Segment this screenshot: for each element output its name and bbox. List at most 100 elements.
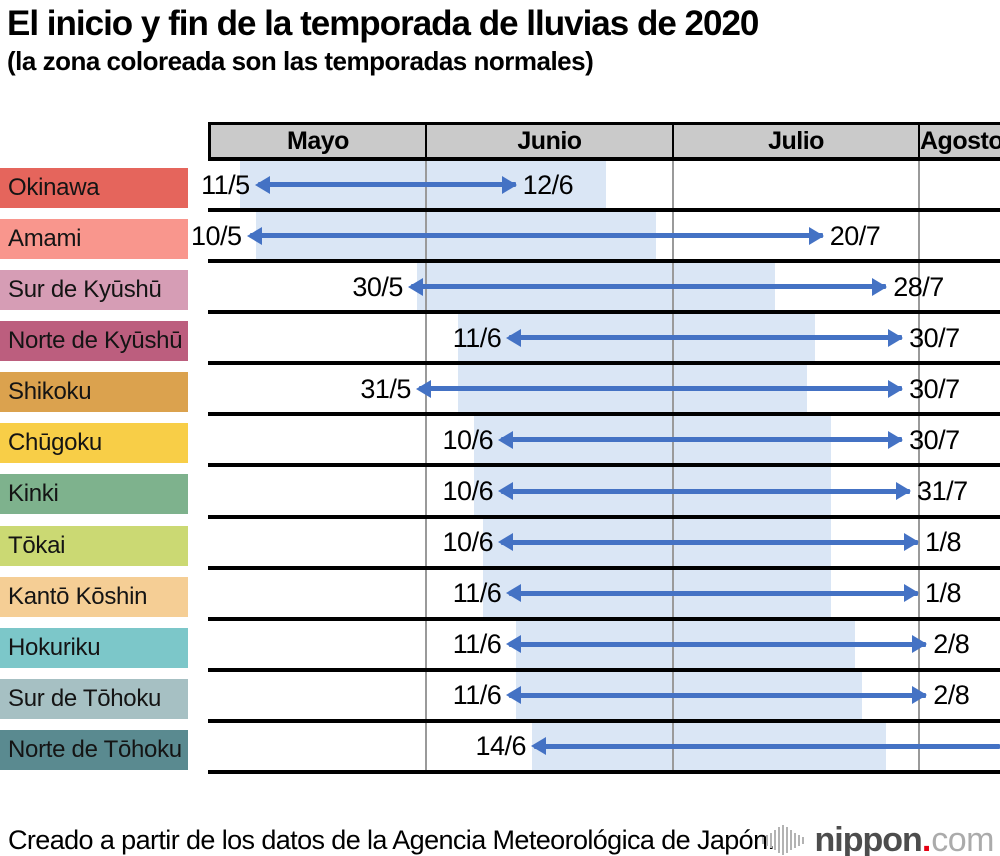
chart-subtitle: (la zona coloreada son las temporadas no… [7,46,594,76]
region-label-chip: Sur de Kyūshū [0,270,188,311]
region-label-chip: Norte de Tōhoku [0,729,188,770]
region-label-chip: Kantō Kōshin [0,576,188,617]
end-date-label: 28/7 [893,271,944,302]
arrowhead-right-icon [501,175,517,194]
soundwave-bar [797,834,800,846]
region-label-chip: Shikoku [0,372,188,413]
arrowhead-left-icon [506,635,522,654]
start-date-label: 11/6 [452,680,502,711]
row-separator [208,514,1000,519]
arrowhead-left-icon [531,737,547,756]
month-label-junio: Junio [425,125,672,157]
end-date-label: 2/8 [933,629,970,660]
soundwave-bar [773,830,776,850]
region-label-chip: Hokuriku [0,627,188,668]
nippon-logo: nippon . com [761,818,994,856]
row-separator [208,565,1000,570]
row-separator [208,412,1000,417]
season-arrow-line [509,335,903,341]
season-arrow-line [509,692,927,698]
chart-title: El inicio y fin de la temporada de lluvi… [7,4,759,43]
soundwave-icon [761,825,806,855]
end-date-label: 30/7 [909,373,960,404]
row-separator [208,616,1000,621]
end-date-label: 1/8 [925,578,962,609]
soundwave-bar [781,825,784,855]
arrowhead-left-icon [506,686,522,705]
row-separator [208,208,1000,213]
region-label-chip: Norte de Kyūshū [0,321,188,362]
end-date-label: 12/6 [522,169,574,200]
arrowhead-right-icon [896,482,912,501]
soundwave-bar [789,830,792,850]
arrowhead-left-icon [506,584,522,603]
end-date-label: 1/8 [925,527,962,558]
start-date-label: 11/6 [452,629,502,660]
end-date-label: 31/7 [917,476,968,507]
arrowhead-right-icon [904,533,919,552]
arrowhead-left-icon [254,175,270,194]
arrowhead-left-icon [246,226,262,245]
arrowhead-right-icon [912,686,928,705]
start-date-label: 14/6 [475,731,527,762]
end-date-label: 30/7 [909,322,960,353]
end-date-label: 30/7 [909,424,960,455]
row-separator [208,718,1000,723]
region-label-chip: Sur de Tōhoku [0,678,188,719]
row-separator [208,310,1000,315]
month-label-agosto: Agosto [918,125,1000,157]
season-arrow-line [501,437,903,443]
row-separator [208,667,1000,672]
arrowhead-left-icon [498,430,514,449]
arrowhead-right-icon [888,430,904,449]
start-date-label: 10/6 [442,424,494,455]
end-date-label: 20/7 [829,220,881,251]
end-date-label: 2/8 [933,680,970,711]
arrowhead-left-icon [498,533,514,552]
start-date-label: 31/5 [360,373,411,404]
row-separator [208,259,1000,264]
arrowhead-right-icon [888,379,904,398]
soundwave-bar [777,827,780,853]
region-label-chip: Okinawa [0,168,188,208]
arrowhead-left-icon [415,379,431,398]
logo-red-dot: . [921,820,932,856]
soundwave-bar [765,834,768,846]
soundwave-bar [769,832,772,848]
soundwave-bar [761,836,764,844]
arrowhead-left-icon [506,328,522,347]
arrowhead-left-icon [407,277,423,296]
season-arrow-line [501,488,911,494]
season-arrow-line [501,539,918,545]
season-arrow-line [509,590,918,596]
arrowhead-right-icon [904,584,919,603]
start-date-label: 11/5 [201,169,250,200]
month-header-band [208,122,1000,161]
soundwave-bar [801,836,804,844]
season-arrow-line [249,233,823,239]
arrowhead-right-icon [808,226,824,245]
row-separator [208,361,1000,366]
footer: Creado a partir de los datos de la Agenc… [8,818,996,856]
start-date-label: 11/6 [452,578,502,609]
start-date-label: 10/6 [442,527,494,558]
row-separator [208,463,1000,468]
start-date-label: 10/6 [442,476,494,507]
season-arrow-line [410,284,887,290]
arrowhead-left-icon [498,482,514,501]
arrowhead-right-icon [912,635,928,654]
season-arrow-line [534,743,1000,749]
logo-brand-text: nippon [814,820,923,856]
source-note: Creado a partir de los datos de la Agenc… [8,824,775,855]
start-date-label: 30/5 [352,271,403,302]
region-label-chip: Chūgoku [0,423,188,464]
region-label-chip: Tōkai [0,525,188,566]
row-separator [208,769,1000,774]
month-label-julio: Julio [672,125,918,157]
soundwave-bar [793,832,796,848]
region-label-chip: Kinki [0,474,188,515]
start-date-label: 11/6 [452,322,502,353]
season-arrow-line [418,386,903,392]
